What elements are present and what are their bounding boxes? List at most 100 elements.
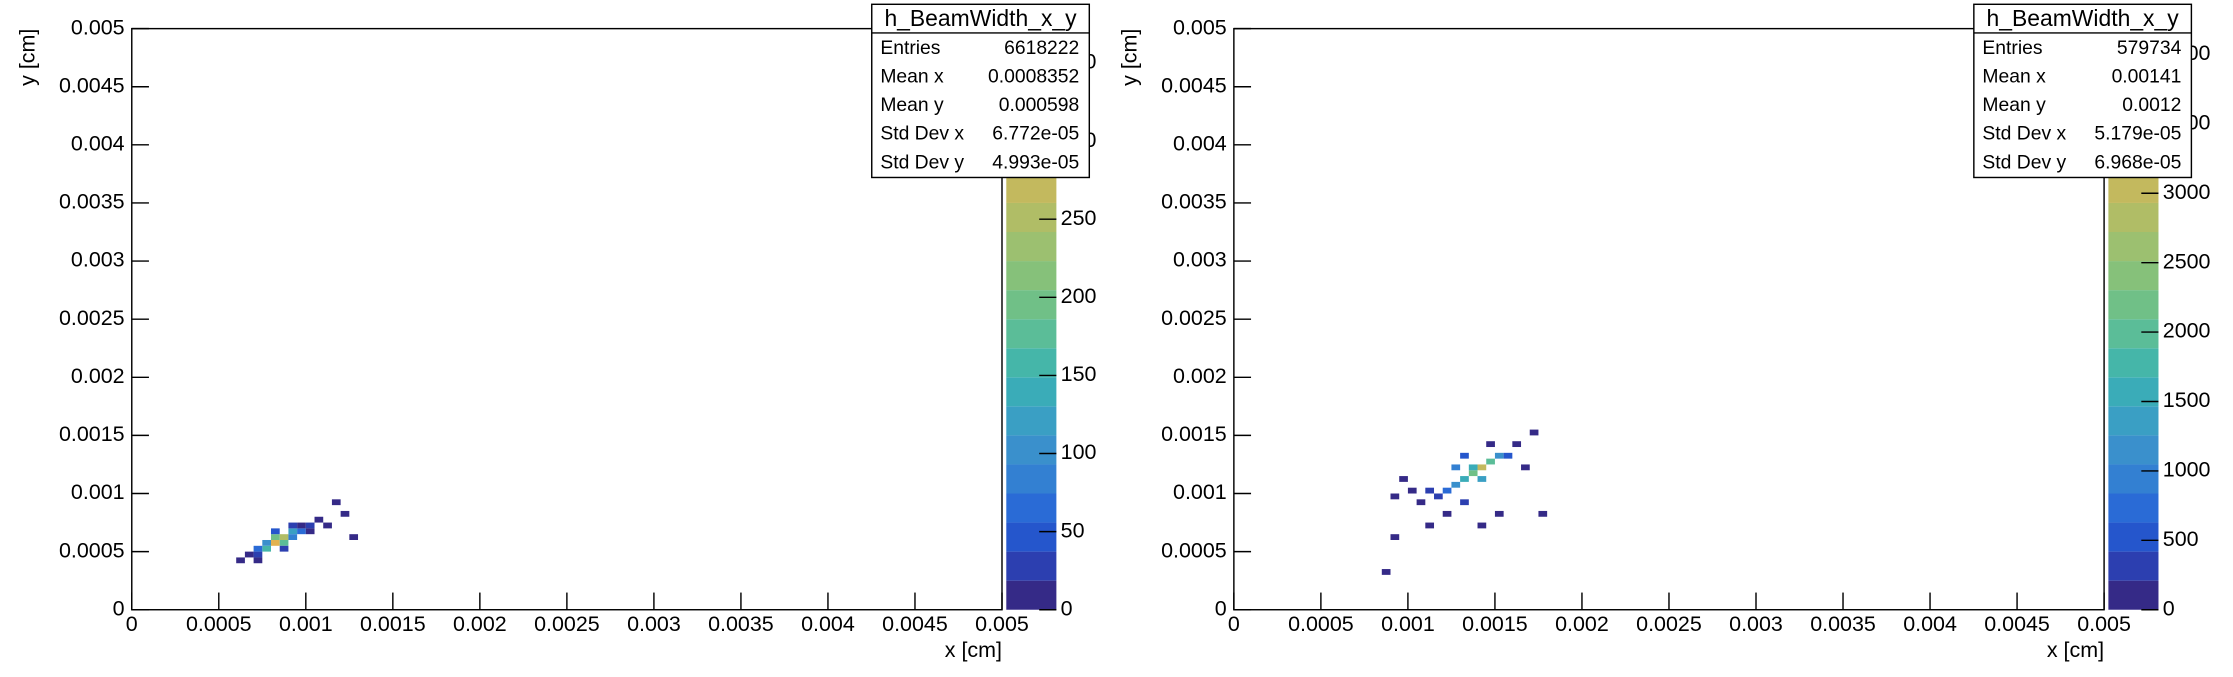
z-tick-label: 0 — [2163, 596, 2175, 620]
heat-cell — [1486, 441, 1495, 448]
heat-cell — [340, 510, 350, 517]
heat-cell — [271, 534, 280, 540]
y-tick-label: 0.002 — [1173, 364, 1227, 388]
heat-cell — [253, 557, 263, 564]
x-tick-label: 0.002 — [1555, 612, 1609, 636]
palette-band — [1006, 319, 1057, 349]
x-tick-label: 0.004 — [801, 612, 855, 636]
heat-cell — [1399, 476, 1408, 482]
y-tick-label: 0.0035 — [1161, 190, 1227, 214]
y-tick-label: 0.0035 — [59, 190, 125, 214]
heat-cell — [271, 539, 280, 546]
x-tick-label: 0.0025 — [534, 612, 600, 636]
y-tick-label: 0 — [1215, 596, 1227, 620]
x-tick-label: 0.0045 — [1984, 612, 2050, 636]
y-tick-label: 0.0045 — [59, 73, 125, 97]
heat-cell — [262, 539, 272, 546]
heat-cell — [279, 539, 289, 546]
x-tick-label: 0.0045 — [882, 612, 948, 636]
y-tick-label: 0.001 — [71, 480, 125, 504]
x-tick-label: 0 — [1228, 612, 1240, 636]
palette-band — [1006, 522, 1057, 552]
heat-cell — [1460, 452, 1469, 459]
palette-band — [1006, 261, 1057, 291]
heat-cell — [1390, 493, 1400, 500]
stats-value: 0.0012 — [2122, 95, 2181, 116]
x-tick-label: 0.0025 — [1636, 612, 1702, 636]
x-tick-label: 0.002 — [453, 612, 507, 636]
x-tick-label: 0.005 — [975, 612, 1029, 636]
y-tick-label: 0.003 — [1173, 248, 1227, 272]
palette-band — [1006, 580, 1057, 610]
z-tick-label: 200 — [1061, 284, 1097, 308]
palette-band — [1006, 202, 1057, 233]
x-tick-label: 0.0005 — [1288, 612, 1354, 636]
stats-key: Mean x — [880, 66, 944, 87]
z-tick-label: 2000 — [2163, 319, 2211, 343]
heat-cell — [236, 557, 245, 564]
stats-value: 579734 — [2117, 38, 2182, 59]
heat-cell — [1486, 458, 1495, 465]
heat-cell — [1477, 464, 1487, 471]
y-tick-label: 0.003 — [71, 248, 125, 272]
heat-cell — [244, 551, 254, 558]
palette-band — [2108, 435, 2159, 465]
heat-cell — [1451, 481, 1461, 488]
heat-cell — [1451, 464, 1461, 471]
y-tick-label: 0.0045 — [1161, 73, 1227, 97]
x-tick-label: 0.0015 — [360, 612, 426, 636]
stats-value: 6618222 — [1004, 38, 1079, 59]
palette-band — [1006, 173, 1057, 203]
stats-title: h_BeamWidth_x_y — [1987, 5, 2180, 31]
heat-cell — [305, 528, 315, 535]
heat-cell — [314, 516, 324, 523]
x-tick-label: 0.001 — [279, 612, 333, 636]
palette-band — [2108, 348, 2159, 378]
palette-band — [1006, 493, 1057, 523]
heat-cell — [1494, 452, 1504, 459]
heat-cell — [253, 551, 263, 558]
stats-value: 6.968e-05 — [2094, 152, 2181, 173]
heat-cell — [1529, 429, 1539, 436]
heat-cell — [349, 534, 359, 540]
stats-key: Std Dev x — [1982, 124, 2066, 145]
stats-key: Std Dev y — [880, 152, 964, 173]
x-axis-label: x [cm] — [2047, 638, 2104, 662]
z-tick-label: 2500 — [2163, 249, 2211, 273]
y-tick-label: 0.001 — [1173, 480, 1227, 504]
stats-value: 0.0008352 — [988, 66, 1079, 87]
palette-band — [1006, 464, 1057, 494]
heat-cell — [1416, 499, 1426, 506]
x-tick-label: 0 — [126, 612, 138, 636]
x-tick-label: 0.004 — [1903, 612, 1957, 636]
stats-key: Mean y — [880, 95, 944, 116]
stats-key: Entries — [880, 38, 940, 59]
heat-cell — [331, 499, 341, 506]
z-tick-label: 1000 — [2163, 458, 2211, 482]
y-tick-label: 0.004 — [71, 132, 125, 156]
heat-cell — [1442, 487, 1452, 494]
heat-cell — [305, 522, 315, 529]
palette-band — [1006, 232, 1057, 262]
z-tick-label: 500 — [2163, 527, 2199, 551]
heat-cell — [1503, 452, 1513, 459]
heat-cell — [1512, 441, 1522, 448]
y-tick-label: 0.0005 — [1161, 538, 1227, 562]
palette-band — [2108, 319, 2159, 349]
x-tick-label: 0.001 — [1381, 612, 1435, 636]
palette-band — [1006, 435, 1057, 465]
stats-value: 5.179e-05 — [2094, 124, 2181, 145]
stats-value: 0.00141 — [2112, 66, 2182, 87]
y-tick-label: 0.0015 — [1161, 422, 1227, 446]
stats-key: Std Dev x — [880, 124, 964, 145]
heat-cell — [271, 528, 280, 535]
y-tick-label: 0.0025 — [59, 306, 125, 330]
palette-band — [1006, 406, 1057, 436]
palette-band — [2108, 522, 2159, 552]
heat-cell — [262, 545, 272, 552]
heat-cell — [1538, 510, 1548, 517]
heat-cell — [1460, 499, 1469, 506]
palette-band — [2108, 232, 2159, 262]
stats-title: h_BeamWidth_x_y — [884, 5, 1077, 31]
stats-key: Entries — [1982, 38, 2042, 59]
